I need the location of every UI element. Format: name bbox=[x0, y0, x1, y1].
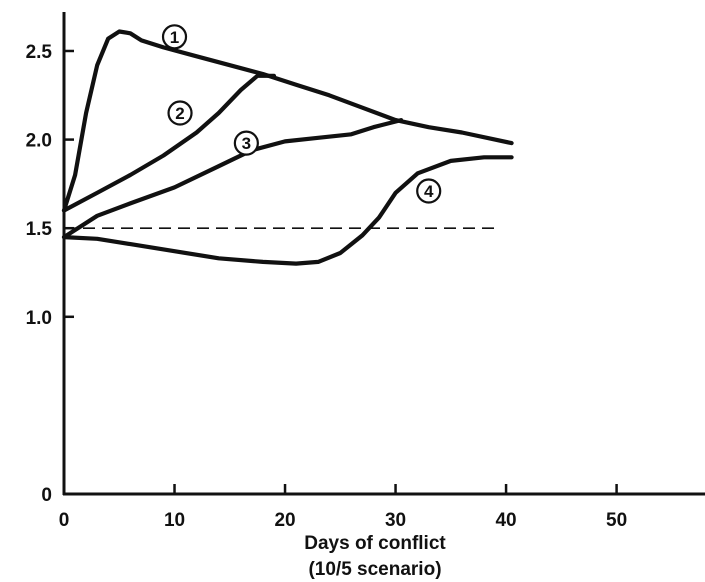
x-tick-label: 40 bbox=[495, 510, 516, 531]
y-tick-label: 1.0 bbox=[26, 308, 52, 329]
series-line-1 bbox=[61, 29, 514, 213]
series-marker-label-4: 4 bbox=[424, 182, 434, 201]
series-marker-circle-1 bbox=[161, 24, 188, 50]
y-tick-label: 2.5 bbox=[26, 42, 53, 63]
x-axis-sublabel: (10/5 scenario) bbox=[308, 559, 441, 580]
tick-marks: 0 10 20 30 40 50 0 1.0 1.5 2.0 2.5 bbox=[26, 42, 628, 531]
y-tick-label: 2.0 bbox=[26, 131, 52, 152]
series-line-4 bbox=[61, 155, 514, 266]
series-line-3 bbox=[61, 118, 404, 240]
series-marker-circle-2 bbox=[167, 100, 193, 126]
x-tick-label: 20 bbox=[274, 510, 295, 531]
axes bbox=[62, 12, 705, 496]
series-markers: 1 2 3 4 bbox=[161, 24, 442, 204]
series-marker-label-3: 3 bbox=[242, 134, 251, 153]
series-line-2 bbox=[61, 73, 277, 213]
x-axis-label: Days of conflict bbox=[304, 533, 446, 554]
series-marker-circle-3 bbox=[233, 130, 259, 156]
x-tick-label: 30 bbox=[385, 510, 406, 531]
x-tick-label: 10 bbox=[164, 510, 185, 531]
x-tick-label: 50 bbox=[606, 510, 627, 531]
x-tick-label: 0 bbox=[59, 510, 70, 531]
y-tick-label: 1.5 bbox=[26, 219, 53, 240]
series-marker-circle-4 bbox=[416, 178, 442, 204]
series-marker-label-2: 2 bbox=[175, 104, 184, 123]
y-tick-label: 0 bbox=[41, 485, 52, 506]
series-marker-label-1: 1 bbox=[170, 28, 179, 47]
